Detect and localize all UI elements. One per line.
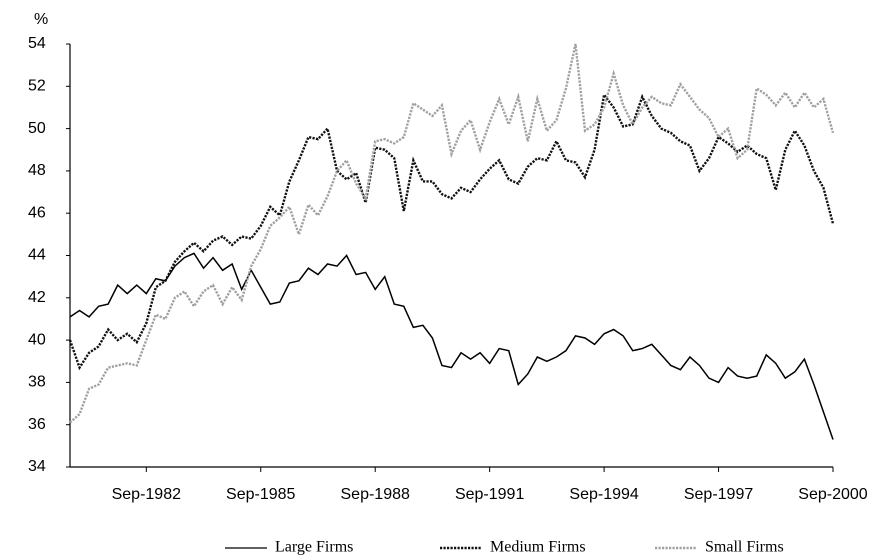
legend-label: Medium Firms — [490, 539, 586, 556]
x-tick-label: Sep-1982 — [112, 486, 181, 503]
y-tick-label: 48 — [28, 162, 46, 179]
series-line — [69, 252, 834, 440]
y-tick-label: 40 — [28, 331, 46, 348]
x-tick-label: Sep-1985 — [226, 486, 295, 503]
y-axis-label: % — [34, 11, 48, 28]
y-tick-label: 38 — [28, 374, 46, 391]
y-tick-label: 50 — [28, 120, 46, 137]
series-line — [69, 43, 835, 424]
y-tick-label: 44 — [28, 247, 46, 264]
x-tick-label: Sep-1988 — [341, 486, 410, 503]
y-tick-label: 54 — [28, 35, 46, 52]
y-tick-label: 34 — [28, 458, 46, 475]
y-tick-label: 42 — [28, 289, 46, 306]
y-tick-label: 36 — [28, 416, 46, 433]
y-tick-label: 46 — [28, 204, 46, 221]
x-tick-label: Sep-1991 — [455, 486, 524, 503]
x-tick-label: Sep-1997 — [684, 486, 753, 503]
legend-label: Small Firms — [705, 539, 784, 556]
x-tick-label: Sep-1994 — [569, 486, 638, 503]
y-tick-label: 52 — [28, 78, 46, 95]
series-line — [68, 91, 835, 371]
x-tick-label: Sep-2000 — [798, 486, 867, 503]
legend-label: Large Firms — [275, 539, 353, 556]
